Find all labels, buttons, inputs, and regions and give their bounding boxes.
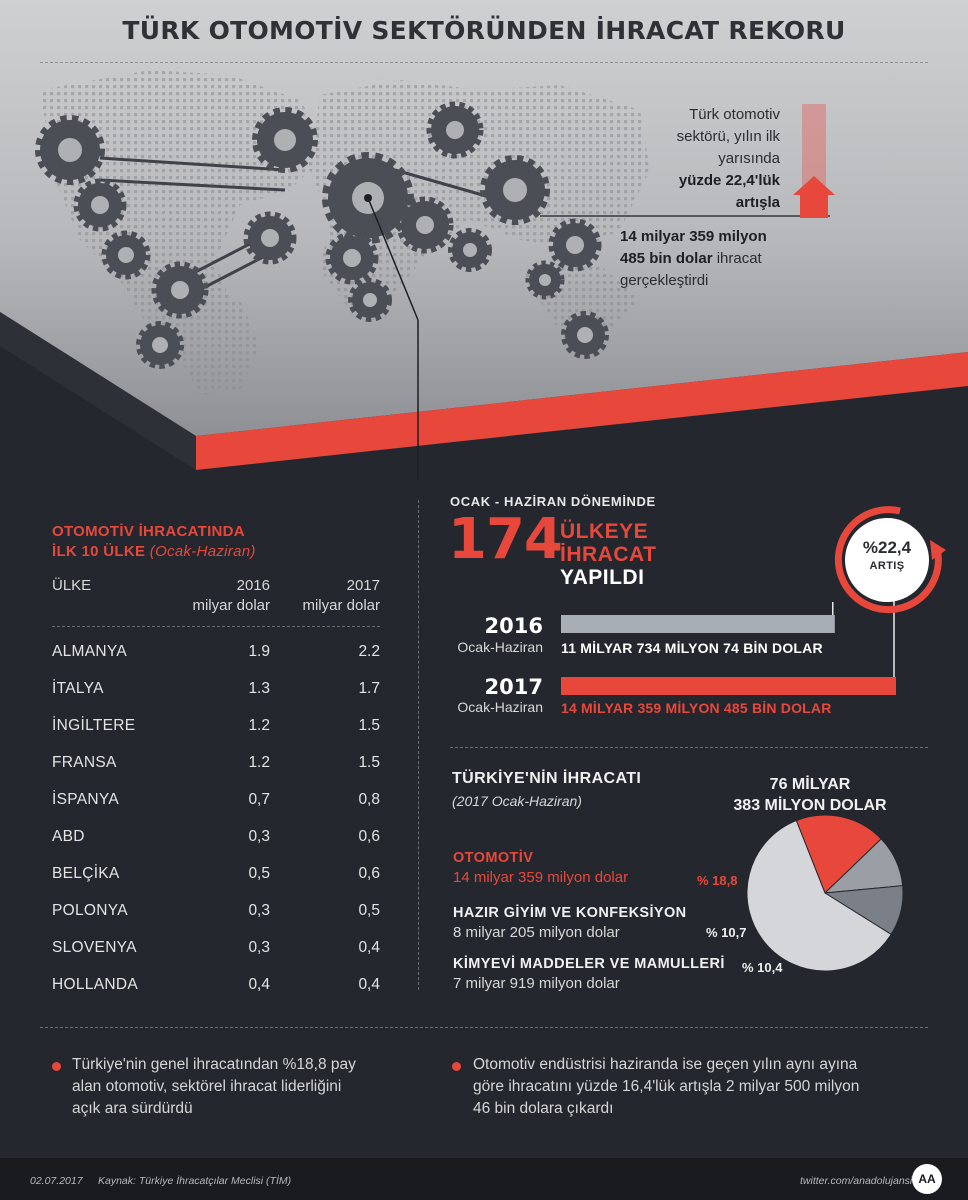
table-title: OTOMOTİV İHRACATINDA İLK 10 ÜLKE (Ocak-H… — [52, 523, 256, 560]
table-row: ABD 0,3 0,6 — [52, 828, 380, 845]
table-row: SLOVENYA 0,3 0,4 — [52, 939, 380, 956]
table-row: BELÇİKA 0,5 0,6 — [52, 865, 380, 882]
gear-icon — [426, 101, 484, 159]
year-2017: 2017 — [484, 675, 543, 699]
cat-automotive-pct: % 18,8 — [697, 873, 738, 888]
cat-apparel-value: 8 milyar 205 milyon dolar — [453, 924, 620, 941]
bar-2016-label: 11 MİLYAR 734 MİLYON 74 BİN DOLAR — [561, 640, 823, 656]
pie-title: TÜRKİYE'NİN İHRACATI — [452, 770, 642, 787]
gear-icon — [101, 230, 151, 280]
bullet-icon — [52, 1062, 61, 1071]
growth-badge — [834, 506, 946, 614]
comparison-bars — [561, 506, 946, 695]
year-2016: 2016 — [484, 614, 543, 638]
gear-icon — [243, 211, 297, 265]
cat-chemicals: KİMYEVİ MADDELER VE MAMULLERİ — [453, 956, 725, 972]
arrow-icon — [930, 540, 946, 560]
table-row: POLONYA 0,3 0,5 — [52, 902, 380, 919]
pie-chart — [746, 814, 904, 972]
gear-icon — [561, 311, 609, 359]
bar-2016 — [561, 615, 835, 633]
note-1: Türkiye'nin genel ihracatından %18,8 pay… — [72, 1056, 356, 1117]
column-divider — [418, 500, 419, 990]
cat-apparel-pct: % 10,7 — [706, 925, 747, 940]
count-word-3: YAPILDI — [560, 566, 645, 589]
cat-automotive-value: 14 milyar 359 milyon dolar — [453, 869, 629, 886]
badge-percent: %22,4 — [862, 538, 912, 557]
col-country-header: ÜLKE — [52, 577, 92, 594]
gear-icon — [396, 196, 454, 254]
footer: 02.07.2017 Kaynak: Türkiye İhracatçılar … — [0, 1158, 968, 1200]
gear-icon — [35, 115, 105, 185]
intro-text: Türk otomotiv sektörü, yılın ilk yarısın… — [676, 106, 780, 211]
cat-apparel: HAZIR GİYİM VE KONFEKSİYON — [453, 905, 687, 921]
intro-amount: 14 milyar 359 milyon 485 bin dolar ihrac… — [620, 228, 767, 289]
table-row: İNGİLTERE 1.2 1.5 — [52, 717, 380, 734]
title-divider — [40, 62, 928, 63]
col-2017-header: 2017 milyar dolar — [302, 577, 380, 614]
cat-chemicals-value: 7 milyar 919 milyon dolar — [453, 975, 620, 992]
gear-icon — [73, 178, 127, 232]
footer-date: 02.07.2017 — [30, 1175, 83, 1187]
pie-total: 76 MİLYAR 383 MİLYON DOLAR — [733, 776, 887, 814]
cat-automotive: OTOMOTİV — [453, 850, 534, 866]
gear-icon — [325, 231, 379, 285]
pie-subtitle: (2017 Ocak-Haziran) — [452, 793, 582, 809]
pie-slice-other — [746, 819, 892, 972]
footer-source: Kaynak: Türkiye İhracatçılar Meclisi (Tİ… — [98, 1175, 292, 1187]
arrow-up-icon — [793, 176, 835, 195]
table-row: İSPANYA 0,7 0,8 — [52, 791, 380, 808]
gear-icon — [525, 260, 565, 300]
footer-twitter: twitter.com/anadolujansi — [800, 1175, 913, 1187]
table-row: HOLLANDA 0,4 0,4 — [52, 976, 380, 993]
badge-label: ARTIŞ — [869, 560, 905, 572]
gear-icon — [480, 155, 550, 225]
bullet-icon — [452, 1062, 461, 1071]
table-divider — [52, 626, 380, 627]
table-row: İTALYA 1.3 1.7 — [52, 680, 380, 697]
period-caption: OCAK - HAZİRAN DÖNEMİNDE — [450, 494, 656, 509]
table-row: FRANSA 1.2 1.5 — [52, 754, 380, 771]
gear-icon — [136, 321, 184, 369]
gear-icon — [252, 107, 318, 173]
page-title: TÜRK OTOMOTİV SEKTÖRÜNDEN İHRACAT REKORU — [122, 16, 846, 45]
gear-icon — [548, 218, 602, 272]
gear-icon — [448, 228, 492, 272]
aa-logo: AA — [912, 1164, 942, 1194]
hero-banner — [0, 0, 968, 480]
year-2017-sub: Ocak-Haziran — [457, 699, 543, 715]
section-divider — [450, 747, 928, 748]
count-word-2: İHRACAT — [560, 543, 657, 566]
gear-icon — [348, 278, 392, 322]
bar-2017-label: 14 MİLYAR 359 MİLYON 485 BİN DOLAR — [561, 700, 832, 716]
col-2016-header: 2016 milyar dolar — [192, 577, 270, 614]
hero-illustration — [0, 0, 968, 480]
table-row: ALMANYA 1.9 2.2 — [52, 643, 380, 660]
gear-icon — [151, 261, 209, 319]
bar-2017 — [561, 677, 896, 695]
count-word-1: ÜLKEYE — [560, 520, 649, 543]
country-count: 174 — [448, 507, 563, 572]
note-2: Otomotiv endüstrisi haziranda ise geçen … — [473, 1056, 860, 1117]
year-2016-sub: Ocak-Haziran — [457, 639, 543, 655]
notes-divider — [40, 1027, 928, 1028]
cat-chemicals-pct: % 10,4 — [742, 960, 783, 975]
